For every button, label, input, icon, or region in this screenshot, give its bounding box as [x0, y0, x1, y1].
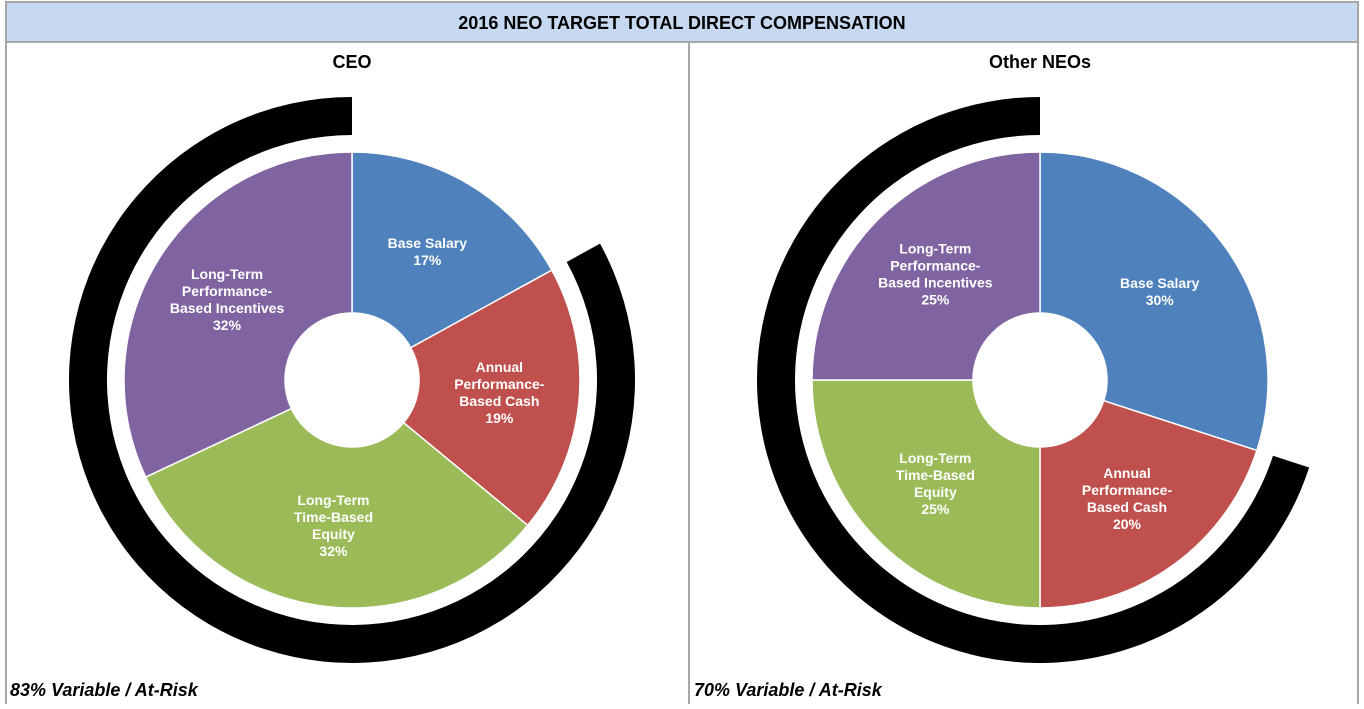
- slice-label: Base Salary: [388, 235, 468, 251]
- slice-value: 30%: [1146, 292, 1175, 308]
- slice-label: Annual: [476, 359, 523, 375]
- slice-label: Performance-: [890, 258, 981, 274]
- annotation: 83% Variable / At-Risk: [10, 680, 199, 700]
- slice-label: Long-Term: [191, 266, 263, 282]
- donut-hole: [973, 313, 1107, 447]
- chart-title: Other NEOs: [989, 52, 1091, 72]
- slice-label: Performance-: [182, 283, 273, 299]
- slice-label: Equity: [312, 526, 355, 542]
- slice-label: Time-Based: [294, 509, 373, 525]
- slice-label: Long-Term: [899, 241, 971, 257]
- slice-value: 32%: [319, 543, 348, 559]
- slice-label: Equity: [914, 484, 957, 500]
- slice-value: 25%: [921, 292, 950, 308]
- slice-label: Based Cash: [1087, 499, 1167, 515]
- header-band: [5, 1, 1359, 43]
- slice-label: Based Incentives: [878, 275, 993, 291]
- slice-label: Time-Based: [896, 467, 975, 483]
- slice-label: Long-Term: [297, 492, 369, 508]
- slice-label: Long-Term: [899, 450, 971, 466]
- chart-title: CEO: [332, 52, 371, 72]
- slice-value: 25%: [921, 501, 950, 517]
- donut-hole: [285, 313, 419, 447]
- slice-label: Base Salary: [1120, 275, 1200, 291]
- slice-label: Based Incentives: [170, 300, 285, 316]
- slice-value: 19%: [485, 410, 514, 426]
- annotation: 70% Variable / At-Risk: [694, 680, 883, 700]
- slice-value: 20%: [1113, 516, 1142, 532]
- slice-label: Performance-: [454, 376, 545, 392]
- slice-label: Performance-: [1082, 482, 1173, 498]
- slice-label: Based Cash: [459, 393, 539, 409]
- slice-value: 32%: [213, 317, 242, 333]
- slice-label: Annual: [1103, 465, 1150, 481]
- slice-value: 17%: [413, 252, 442, 268]
- page-title: 2016 NEO TARGET TOTAL DIRECT COMPENSATIO…: [458, 13, 905, 33]
